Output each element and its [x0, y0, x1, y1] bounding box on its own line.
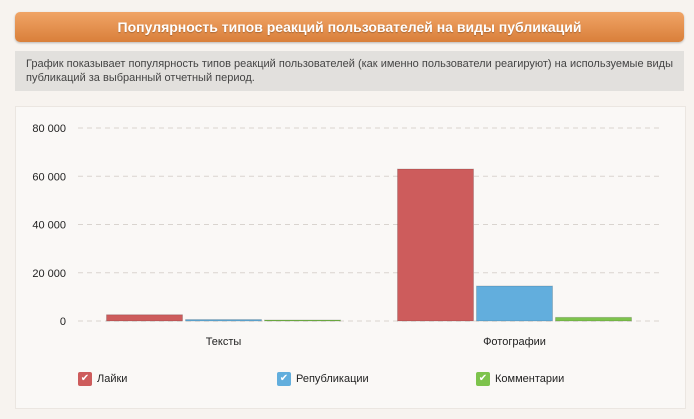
legend-item[interactable]: ✔ Комментарии	[476, 370, 564, 388]
chart-legend: ✔ Лайки ✔ Републикации ✔ Комментарии	[0, 370, 694, 390]
legend-label: Републикации	[296, 373, 369, 385]
y-tick-label: 60 000	[32, 171, 66, 183]
bar-2-1[interactable]	[185, 319, 262, 322]
y-tick-label: 80 000	[32, 123, 66, 135]
chart-description: График показывает популярность типов реа…	[26, 58, 673, 84]
checkmark-icon[interactable]: ✔	[476, 372, 490, 386]
bar-3-1[interactable]	[264, 319, 341, 322]
legend-item[interactable]: ✔ Републикации	[277, 370, 369, 388]
y-tick-label: 40 000	[32, 220, 66, 232]
chart-header: Популярность типов реакций пользователей…	[15, 12, 684, 42]
x-tick-label: Тексты	[206, 336, 242, 348]
y-tick-label: 0	[60, 316, 66, 328]
bar-1-2[interactable]	[397, 168, 474, 322]
bar-3-2[interactable]	[555, 316, 632, 322]
bar-1-1[interactable]	[106, 314, 183, 322]
checkmark-icon[interactable]: ✔	[277, 372, 291, 386]
legend-label: Лайки	[97, 373, 128, 385]
legend-label: Комментарии	[495, 373, 565, 385]
y-tick-label: 20 000	[32, 268, 66, 280]
x-tick-label: Фотографии	[483, 336, 546, 348]
chart-title: Популярность типов реакций пользователей…	[117, 19, 582, 35]
checkmark-icon[interactable]: ✔	[78, 372, 92, 386]
legend-item[interactable]: ✔ Лайки	[78, 370, 127, 388]
chart-panel	[15, 106, 686, 409]
chart-description-box: График показывает популярность типов реа…	[15, 51, 684, 91]
bar-2-2[interactable]	[476, 285, 553, 322]
